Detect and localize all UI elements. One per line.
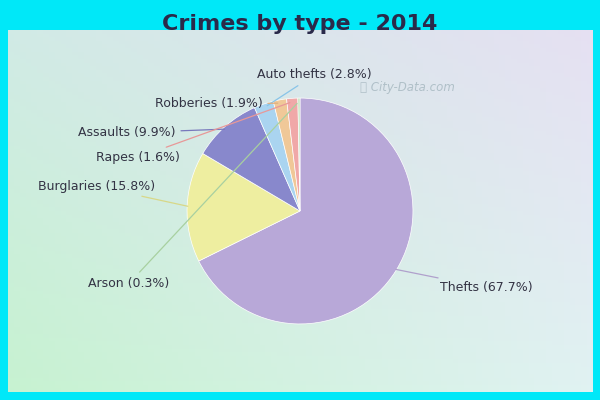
- Text: Auto thefts (2.8%): Auto thefts (2.8%): [257, 68, 372, 106]
- Text: Burglaries (15.8%): Burglaries (15.8%): [38, 180, 188, 206]
- Text: Robberies (1.9%): Robberies (1.9%): [155, 97, 278, 110]
- Text: Thefts (67.7%): Thefts (67.7%): [396, 269, 533, 294]
- Wedge shape: [298, 98, 300, 211]
- Wedge shape: [187, 154, 300, 261]
- Wedge shape: [254, 101, 300, 211]
- Wedge shape: [273, 99, 300, 211]
- Text: Rapes (1.6%): Rapes (1.6%): [96, 103, 290, 164]
- Text: Assaults (9.9%): Assaults (9.9%): [78, 126, 224, 139]
- Text: ⓘ City-Data.com: ⓘ City-Data.com: [360, 81, 455, 94]
- Text: Arson (0.3%): Arson (0.3%): [88, 104, 297, 290]
- Text: Crimes by type - 2014: Crimes by type - 2014: [163, 14, 437, 34]
- Wedge shape: [287, 98, 300, 211]
- Wedge shape: [203, 108, 300, 211]
- Wedge shape: [199, 98, 413, 324]
